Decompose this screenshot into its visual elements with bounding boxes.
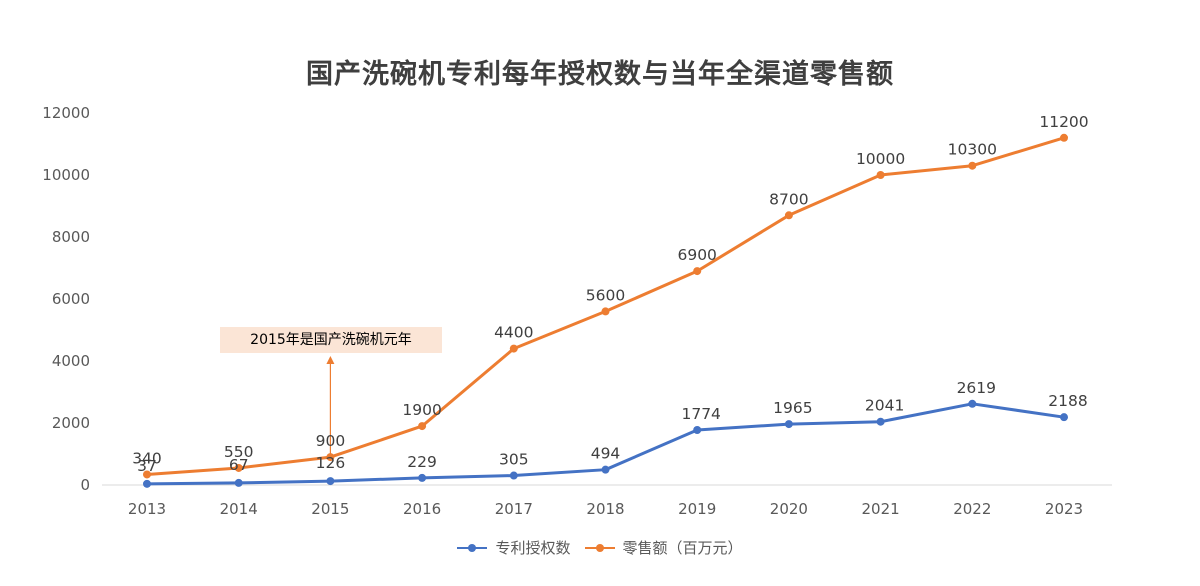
data-label-retail: 11200	[1039, 113, 1088, 131]
data-label-retail: 4400	[494, 324, 533, 342]
data-label-patents: 2188	[1048, 392, 1087, 410]
x-tick-label: 2020	[770, 500, 808, 518]
data-point-retail	[968, 161, 977, 170]
data-label-patents: 305	[499, 451, 529, 469]
data-point-retail	[784, 211, 793, 220]
x-tick-label: 2013	[128, 500, 166, 518]
data-point-patents	[418, 473, 427, 482]
legend-swatch-patents	[457, 541, 488, 555]
x-tick-label: 2015	[311, 500, 349, 518]
data-label-patents: 1774	[681, 405, 720, 423]
x-tick-label: 2022	[953, 500, 991, 518]
data-point-patents	[601, 465, 610, 474]
data-point-patents	[143, 479, 151, 488]
data-label-retail: 1900	[402, 401, 441, 419]
data-point-retail	[509, 344, 518, 353]
data-point-retail	[1060, 133, 1068, 142]
data-label-retail: 5600	[586, 286, 625, 304]
x-tick-label: 2019	[678, 500, 716, 518]
data-point-retail	[326, 453, 335, 462]
x-tick-label: 2021	[862, 500, 900, 518]
annotation-arrow-head	[326, 356, 335, 364]
data-label-retail: 550	[224, 443, 254, 461]
data-point-retail	[876, 171, 885, 179]
legend-label-patents: 专利授权数	[495, 539, 571, 557]
data-point-patents	[876, 417, 885, 426]
data-label-retail: 8700	[769, 190, 808, 208]
data-label-retail: 10000	[856, 150, 905, 168]
x-tick-label: 2016	[403, 500, 441, 518]
series-line-retail	[145, 136, 1066, 476]
annotation-box: 2015年是国产洗碗机元年	[220, 327, 442, 353]
data-point-patents	[693, 426, 702, 435]
data-point-retail	[693, 267, 702, 276]
data-label-patents: 1965	[773, 399, 812, 417]
data-point-retail	[234, 463, 243, 472]
y-tick-label: 10000	[42, 166, 90, 184]
data-label-retail: 340	[132, 449, 162, 467]
legend-swatch-retail	[584, 541, 615, 555]
y-tick-label: 4000	[52, 352, 90, 370]
data-label-patents: 229	[407, 453, 437, 471]
chart-title: 国产洗碗机专利每年授权数与当年全渠道零售额	[306, 59, 894, 90]
legend: 专利授权数 零售额（百万元）	[0, 537, 1200, 558]
y-tick-label: 12000	[42, 104, 90, 122]
data-point-retail	[601, 307, 610, 316]
y-tick-label: 8000	[52, 228, 90, 246]
data-point-patents	[1060, 413, 1068, 422]
data-point-patents	[326, 477, 335, 486]
data-point-patents	[968, 399, 977, 408]
data-label-patents: 2041	[865, 397, 904, 415]
y-tick-label: 2000	[52, 414, 90, 432]
y-tick-label: 6000	[52, 290, 90, 308]
legend-item-retail[interactable]: 零售额（百万元）	[584, 537, 743, 558]
data-label-patents: 494	[591, 445, 621, 463]
legend-item-patents[interactable]: 专利授权数	[457, 537, 571, 558]
x-tick-label: 2023	[1045, 500, 1083, 518]
data-point-patents	[509, 471, 518, 480]
data-label-retail: 900	[316, 432, 346, 450]
data-point-retail	[143, 470, 151, 479]
data-label-patents: 67	[229, 456, 249, 474]
data-label-retail: 10300	[948, 141, 997, 159]
x-tick-label: 2017	[495, 500, 533, 518]
legend-label-retail: 零售额（百万元）	[622, 539, 743, 557]
y-tick-label: 0	[80, 476, 90, 494]
data-label-patents: 2619	[957, 379, 996, 397]
data-label-patents: 126	[316, 454, 346, 472]
data-point-retail	[418, 422, 427, 431]
x-tick-label: 2014	[220, 500, 258, 518]
data-point-patents	[234, 478, 243, 487]
data-label-retail: 6900	[677, 246, 716, 264]
x-tick-label: 2018	[586, 500, 624, 518]
data-point-patents	[784, 420, 793, 429]
data-label-patents: 37	[137, 457, 157, 475]
